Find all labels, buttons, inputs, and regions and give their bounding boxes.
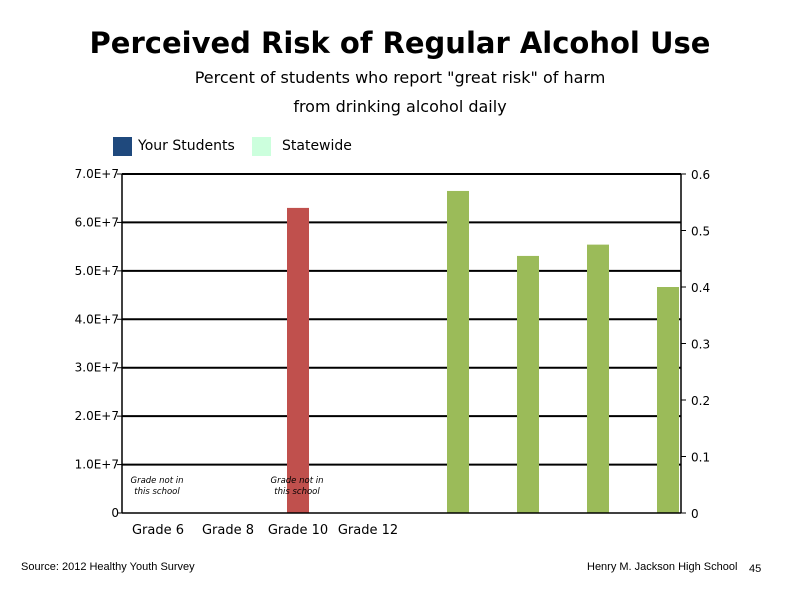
left-axis-tick-label: 5.0E+7 xyxy=(75,264,119,278)
right-axis-tick-label: 0.1 xyxy=(691,451,710,465)
chart-subtitle-line-1: Percent of students who report "great ri… xyxy=(194,68,606,87)
left-axis-tick-label: 7.0E+7 xyxy=(75,167,119,181)
chart-title: Perceived Risk of Regular Alcohol Use xyxy=(89,26,711,60)
bar xyxy=(287,207,309,513)
chart-subtitle-line-2: from drinking alcohol daily xyxy=(293,97,507,116)
page-number: 45 xyxy=(749,563,762,575)
left-axis-tick-label: 2.0E+7 xyxy=(75,409,119,423)
bar xyxy=(447,190,469,513)
source-note: Source: 2012 Healthy Youth Survey xyxy=(21,561,195,573)
left-axis-tick-label: 6.0E+7 xyxy=(75,215,119,229)
right-axis-tick-label: 0 xyxy=(691,507,699,521)
annotation-text: Grade not in xyxy=(271,476,324,486)
legend-swatch-statewide xyxy=(252,136,271,156)
category-label: Grade 12 xyxy=(338,523,398,538)
right-axis-tick-label: 0.6 xyxy=(691,168,710,182)
annotation-text: this school xyxy=(274,487,320,497)
annotation-text: this school xyxy=(134,487,180,497)
left-axis-tick-label: 1.0E+7 xyxy=(75,458,119,472)
left-axis-tick-label: 0 xyxy=(111,506,119,520)
legend-item-statewide: Statewide xyxy=(252,136,352,156)
legend-label-your-students: Your Students xyxy=(138,138,235,154)
right-axis-tick-label: 0.2 xyxy=(691,394,710,408)
category-label: Grade 10 xyxy=(268,523,328,538)
legend-label-statewide: Statewide xyxy=(282,138,352,154)
right-axis-tick-label: 0.4 xyxy=(691,281,710,295)
bar xyxy=(517,255,539,514)
left-axis-tick-label: 4.0E+7 xyxy=(75,312,119,326)
category-label: Grade 6 xyxy=(132,523,184,538)
bar xyxy=(657,287,679,513)
school-name: Henry M. Jackson High School xyxy=(587,561,738,573)
legend-item-your-students: Your Students xyxy=(113,136,235,156)
right-axis-tick-label: 0.5 xyxy=(691,225,710,239)
left-axis-tick-label: 3.0E+7 xyxy=(75,361,119,375)
bar xyxy=(587,244,609,513)
category-label: Grade 8 xyxy=(202,523,254,538)
right-axis-tick-label: 0.3 xyxy=(691,338,710,352)
legend-swatch-your-students xyxy=(113,136,132,156)
annotation-text: Grade not in xyxy=(131,476,184,486)
